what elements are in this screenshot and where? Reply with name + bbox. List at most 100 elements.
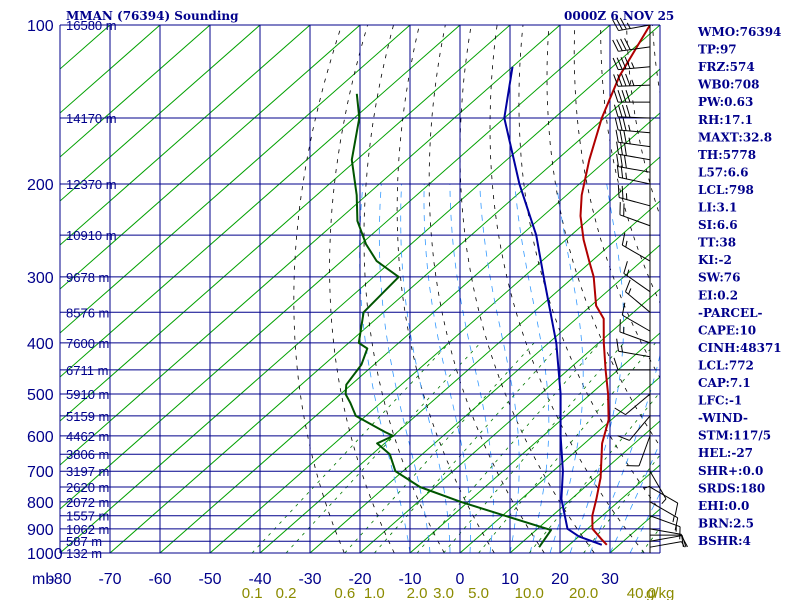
height-level-label: 7600 m [66,336,109,351]
wind-barb-staff [618,176,651,185]
temperature-trace-line [579,25,651,546]
temperature-tick-label: -10 [398,571,421,588]
wind-barb [617,415,651,441]
wind-barb [649,486,679,516]
wind-barb-full [623,261,628,274]
stability-index-line: -PARCEL- [698,306,763,320]
mixing-ratio-label: 2.0 [407,585,428,600]
wind-barb-full [612,39,619,52]
wind-barb-full [620,38,627,51]
wind-barb-full [621,104,627,118]
stability-index-line: KI:-2 [698,253,732,267]
dry-adiabat-line [600,25,660,304]
wind-barb-full [613,74,619,87]
mixing-ratio-label: 0.2 [276,585,297,600]
wind-barb-staff [618,166,651,173]
wind-barb-full [620,154,623,168]
temperature-tick-label: -30 [298,571,321,588]
stability-index-line: -WIND- [698,411,748,425]
wind-barb [614,393,651,416]
dry-adiabat-line [489,25,645,553]
moist-adiabat-line [589,353,660,553]
wind-barb-half [625,240,628,248]
wind-barb-full [614,117,619,131]
isotherm-line [559,464,660,553]
stability-indices-panel: WMO:76394 TP:97 FRZ:574 WB0:708 PW:0.63 RH:17… [697,25,782,548]
chart-profiles [344,25,651,548]
wind-barb-full [625,89,631,103]
wind-barb-full [624,38,631,50]
dewpoint-trace-line [344,93,552,548]
moist-adiabat-line [400,183,451,553]
height-level-label: 1062 m [66,522,109,537]
wind-barb-full [674,517,679,531]
wind-barb-full [625,105,631,118]
temperature-tick-label: -40 [248,571,271,588]
stability-index-line: HEL:-27 [698,446,753,460]
temperature-tick-label: 10 [501,571,519,588]
moist-adiabat-line [514,183,550,553]
temperature-tick-label: -70 [98,571,121,588]
wind-barb [623,261,651,293]
wind-barb-full [616,164,620,178]
temperature-tick-label: 20 [551,571,569,588]
isotherm-line [60,25,361,290]
wind-barb-half [661,498,667,504]
wind-barb-staff [618,350,651,358]
pressure-tick-label: 700 [27,464,54,481]
wind-barb [615,129,651,148]
wind-barb-staff [618,153,651,161]
wind-barb-full [616,338,619,352]
temperature-tick-label: 30 [601,571,619,588]
wind-barb [649,541,685,548]
stability-index-line: TT:38 [698,236,736,250]
moist-adiabat-line [479,183,520,553]
wind-barb-full [613,89,619,103]
wind-barb-staff [649,528,682,535]
wind-barb-half [631,79,635,86]
stability-index-line: EHI:0.0 [698,499,749,513]
wind-barb-full [613,104,619,118]
wind-barb-full [617,74,623,87]
wind-barb-staff [618,129,651,134]
dry-adiabat-line [428,25,545,553]
wind-barb-full [620,165,624,179]
wind-barb-full [622,118,627,131]
pressure-tick-label: 100 [27,18,54,35]
wind-barb-full [616,39,623,51]
pressure-tick-label: 800 [27,495,54,512]
pressure-tick-label: 400 [27,336,54,353]
wind-barb [616,141,651,161]
pressure-tick-label: 300 [27,270,54,287]
wind-barb-full [614,407,626,416]
mixing-ratio-label: 40.0 [627,585,656,600]
moist-adiabat-line [449,183,494,553]
temperature-tick-label: -60 [148,571,171,588]
stability-index-line: CINH:48371 [698,341,782,355]
height-level-label: 5159 m [66,409,109,424]
wind-barb [649,501,679,531]
wind-barb-half [626,22,631,29]
wind-barb-full [624,56,631,69]
wind-barb [612,38,651,52]
mixing-ratio-line [478,342,656,553]
height-level-label: 587 m [66,534,102,549]
wind-barb-staff [618,24,651,32]
temperature-tick-label: -80 [48,571,71,588]
wind-barb-full [619,130,623,143]
mixing-ratio-label: 5.0 [468,585,489,600]
wind-barb-half [672,515,675,523]
wind-barb-column [612,17,688,553]
height-level-label: 132 m [66,546,102,561]
dry-adiabat-line [329,25,395,553]
pressure-unit-label: mb [32,571,54,588]
stability-index-line: FRZ:574 [698,60,755,74]
wind-barb-staff [649,486,678,504]
wind-barb-full [616,57,623,70]
wind-barb-staff [649,535,682,542]
wind-barb [612,56,651,71]
dry-adiabat-line [459,25,595,553]
wind-barb-full [618,117,623,131]
